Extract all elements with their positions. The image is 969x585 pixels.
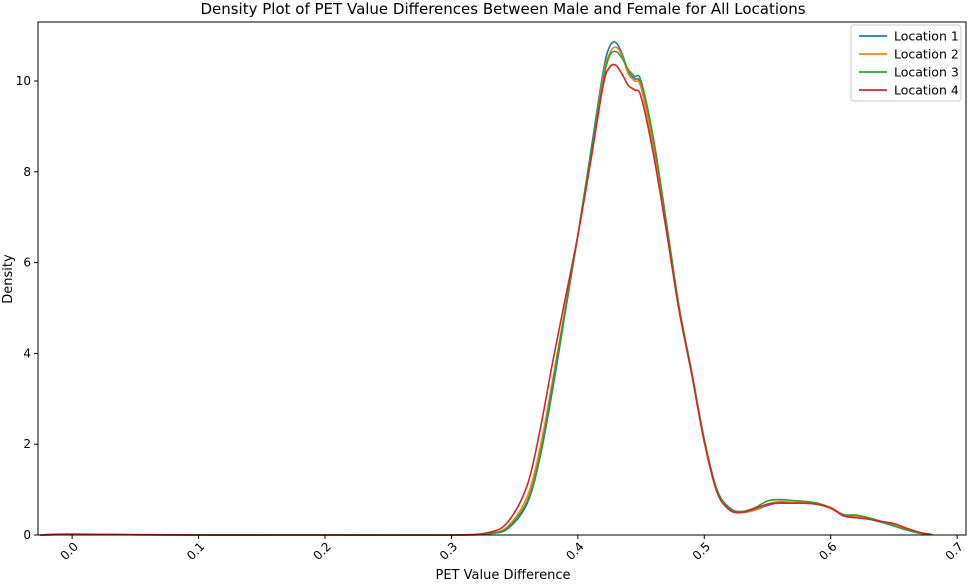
x-tick-label: 0.4: [563, 539, 586, 562]
y-axis-label: Density: [1, 254, 16, 304]
series-line-location-4: [39, 63, 933, 536]
y-tick-label: 0: [23, 528, 31, 542]
legend-box: [850, 24, 962, 102]
legend-label-location-2: Location 2: [894, 47, 959, 62]
y-tick-label: 6: [23, 256, 31, 270]
x-tick-label: 0.5: [690, 539, 713, 562]
legend-label-location-4: Location 4: [894, 83, 959, 98]
y-tick-label: 10: [16, 74, 31, 88]
x-tick-label: 0.6: [816, 539, 839, 562]
series-line-location-1: [39, 41, 933, 536]
x-axis-label: PET Value Difference: [436, 568, 571, 580]
y-axis: 0 2 4 6 8 10: [16, 74, 38, 542]
legend-label-location-1: Location 1: [894, 29, 959, 44]
x-tick-label: 0.0: [58, 539, 81, 562]
plot-lines: [39, 41, 933, 536]
x-tick-label: 0.3: [437, 539, 460, 562]
chart-title: Density Plot of PET Value Differences Be…: [200, 0, 805, 18]
y-tick-label: 8: [23, 165, 31, 179]
y-tick-label: 2: [23, 437, 31, 451]
plot-frame: [37, 21, 967, 536]
x-tick-label: 0.2: [310, 539, 333, 562]
x-tick-label: 0.1: [184, 539, 207, 562]
legend: Location 1 Location 2 Location 3 Location 4: [850, 24, 962, 102]
series-line-location-3: [39, 50, 933, 536]
x-axis: 0.0 0.1 0.2 0.3 0.4 0.5 0.6 0.7: [58, 535, 966, 563]
series-line-location-2: [39, 46, 933, 536]
y-tick-label: 4: [23, 346, 31, 360]
x-tick-label: 0.7: [943, 539, 966, 562]
legend-items: Location 1 Location 2 Location 3 Location 4: [859, 29, 959, 98]
legend-label-location-3: Location 3: [894, 65, 959, 80]
